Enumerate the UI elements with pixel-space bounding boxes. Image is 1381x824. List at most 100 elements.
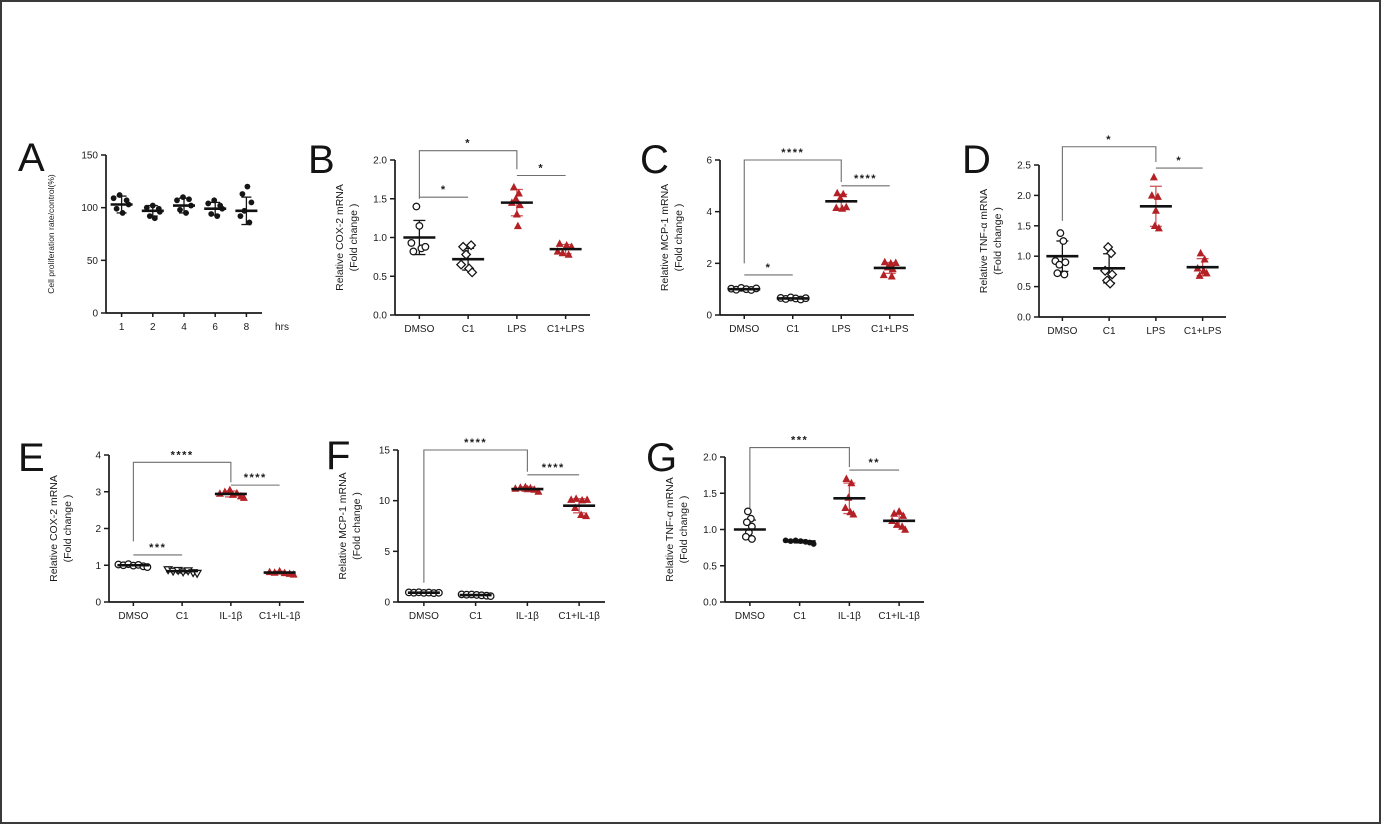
y-tick-label: 100 — [81, 203, 98, 214]
data-point — [1200, 254, 1209, 263]
y-tick-label: 4 — [706, 207, 712, 218]
x-category-label: C1+IL-1β — [878, 611, 920, 622]
group-DMSO — [727, 283, 761, 294]
data-point — [572, 494, 581, 502]
significance-bracket — [1061, 146, 1157, 221]
data-point — [513, 221, 522, 230]
data-point — [1154, 223, 1163, 232]
x-category-label: 8 — [244, 322, 250, 333]
panel-letter: E — [18, 436, 45, 480]
data-point — [239, 191, 246, 197]
data-point — [214, 213, 221, 219]
x-category-label: IL-1β — [219, 611, 242, 622]
data-point — [742, 518, 751, 527]
significance-stars: * — [1176, 155, 1182, 167]
y-tick-label: 6 — [706, 156, 712, 167]
data-point — [466, 267, 478, 278]
data-point — [849, 509, 858, 518]
significance-stars: * — [441, 184, 447, 196]
significance-stars: *** — [791, 435, 808, 447]
panel-C-chart: C 0 2 4 6 Relative MCP-1 mRNA (Fold change ) DM… — [640, 138, 914, 335]
data-point — [211, 197, 218, 204]
data-point — [1105, 247, 1117, 259]
significance-stars: * — [465, 138, 471, 150]
significance-stars: **** — [854, 173, 877, 185]
data-point — [205, 200, 212, 207]
data-point — [564, 250, 573, 258]
group-6 — [204, 197, 227, 219]
x-category-label: DMSO — [1047, 326, 1077, 337]
group-DMSO — [733, 507, 766, 543]
x-category-label: LPS — [1146, 326, 1165, 337]
data-point — [1059, 237, 1068, 245]
data-point — [747, 535, 756, 543]
x-category-label: 2 — [150, 322, 156, 333]
group-C1 — [1093, 241, 1126, 289]
x-category-label: C1 — [786, 324, 799, 335]
data-point — [465, 240, 477, 251]
x-category-label: DMSO — [729, 324, 759, 335]
group-DMSO — [1046, 229, 1079, 279]
y-tick-label: 10 — [379, 496, 391, 507]
x-category-label: DMSO — [409, 611, 439, 622]
data-point — [455, 259, 467, 270]
group-C1 — [776, 293, 810, 304]
data-point — [177, 206, 183, 213]
x-category-label: DMSO — [404, 324, 434, 335]
data-point — [577, 510, 586, 519]
x-category-label: IL-1β — [516, 611, 539, 622]
y-tick-label: 2.0 — [373, 156, 387, 167]
data-point — [1202, 268, 1211, 277]
panel-E-chart: E 0 1 2 3 4 Relative COX-2 mRNA (Fold change ) D… — [18, 436, 304, 622]
x-category-label: LPS — [507, 324, 526, 335]
data-point — [248, 199, 255, 206]
significance-stars: * — [766, 262, 772, 274]
y-tick-label: 0.0 — [703, 598, 717, 609]
significance-stars: **** — [171, 449, 194, 461]
significance-bracket — [749, 447, 850, 510]
x-category-label: C1+LPS — [1184, 326, 1222, 337]
data-point — [1195, 271, 1204, 279]
group-C1+LPS — [873, 257, 906, 280]
data-point — [891, 258, 900, 267]
significance-bracket — [743, 159, 842, 264]
panel-E: E 0 1 2 3 4 Relative COX-2 mRNA (Fold change ) D… — [14, 405, 324, 668]
panel-letter: D — [962, 138, 991, 182]
panel-B: B 0.0 0.5 1.0 1.5 2.0 Relative COX-2 mRNA (Fold… — [300, 115, 610, 378]
y-tick-label: 0.5 — [373, 272, 387, 283]
x-category-label: C1+IL-1β — [558, 611, 600, 622]
data-point — [743, 507, 752, 516]
data-point — [887, 271, 896, 280]
group-DMSO — [114, 560, 152, 572]
data-point — [893, 520, 902, 528]
group-C1+IL-1β — [563, 494, 596, 520]
significance-stars: **** — [244, 472, 267, 484]
data-point — [1104, 278, 1116, 289]
data-point — [555, 239, 564, 247]
data-point — [407, 239, 416, 247]
data-point — [1153, 192, 1162, 200]
y-axis-label: (Fold change ) — [351, 492, 363, 560]
data-point — [1147, 191, 1156, 199]
significance-stars: *** — [149, 542, 166, 554]
y-axis-label: Relative COX-2 mRNA — [334, 184, 346, 291]
x-category-label: C1 — [469, 611, 482, 622]
data-point — [562, 240, 571, 249]
group-LPS — [825, 188, 858, 212]
group-IL-1β — [214, 485, 248, 501]
panel-letter: G — [646, 436, 677, 480]
x-category-label: DMSO — [735, 611, 765, 622]
data-point — [146, 213, 153, 219]
data-point — [832, 203, 841, 211]
data-point — [839, 189, 848, 198]
data-point — [237, 213, 244, 219]
significance-stars: * — [538, 163, 544, 175]
y-tick-label: 0 — [384, 598, 390, 609]
y-tick-label: 2 — [706, 259, 712, 270]
data-point — [582, 511, 591, 520]
significance-bracket — [132, 461, 232, 542]
significance-stars: * — [1106, 134, 1112, 146]
data-point — [1150, 221, 1159, 229]
significance-bracket — [423, 449, 528, 583]
data-point — [515, 200, 524, 209]
